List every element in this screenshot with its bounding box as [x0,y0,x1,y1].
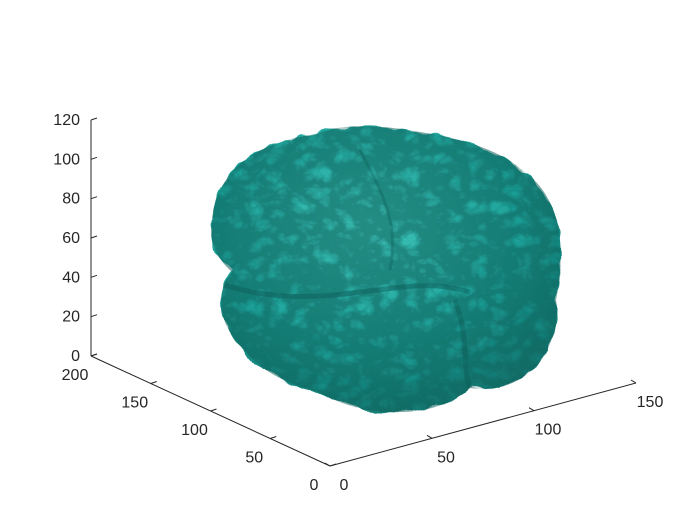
x-tick-label: 50 [437,449,455,466]
z-tick-label: 20 [62,309,80,326]
z-tick-label: 80 [62,191,80,208]
z-tick-mark [90,117,98,121]
x-tick-label: 150 [637,394,664,411]
z-tick-mark [90,196,98,200]
z-axis-ticks: 0 20 40 60 80 100 120 [53,112,98,365]
y-tick-mark [329,463,337,467]
z-tick-mark [90,274,98,278]
y-tick-label: 150 [121,395,148,412]
y-axis-ticks: 0 50 100 150 200 [62,353,337,494]
y-tick-mark [270,436,277,439]
z-tick-label: 60 [62,230,80,247]
y-tick-mark [90,353,98,357]
y-tick-label: 0 [310,477,319,494]
x-tick-mark [426,434,433,439]
z-tick-mark [90,156,98,160]
y-tick-mark [150,381,157,384]
x-tick-mark [324,462,331,467]
z-tick-label: 0 [71,348,80,365]
x-tick-label: 0 [340,477,349,494]
y-tick-label: 50 [245,450,263,467]
x-tick-mark [528,407,535,412]
z-tick-label: 100 [53,151,80,168]
x-tick-label: 100 [535,422,562,439]
x-axis-line [329,382,637,467]
y-tick-label: 100 [181,422,208,439]
brain-isosurface [210,126,561,413]
z-tick-mark [90,314,98,318]
y-tick-mark [210,408,217,412]
x-axis-ticks: 0 50 100 150 [324,379,664,494]
z-tick-label: 40 [62,269,80,286]
z-tick-mark [90,235,98,239]
y-tick-label: 200 [62,367,89,384]
x-tick-mark [630,379,637,384]
z-tick-label: 120 [53,112,80,129]
